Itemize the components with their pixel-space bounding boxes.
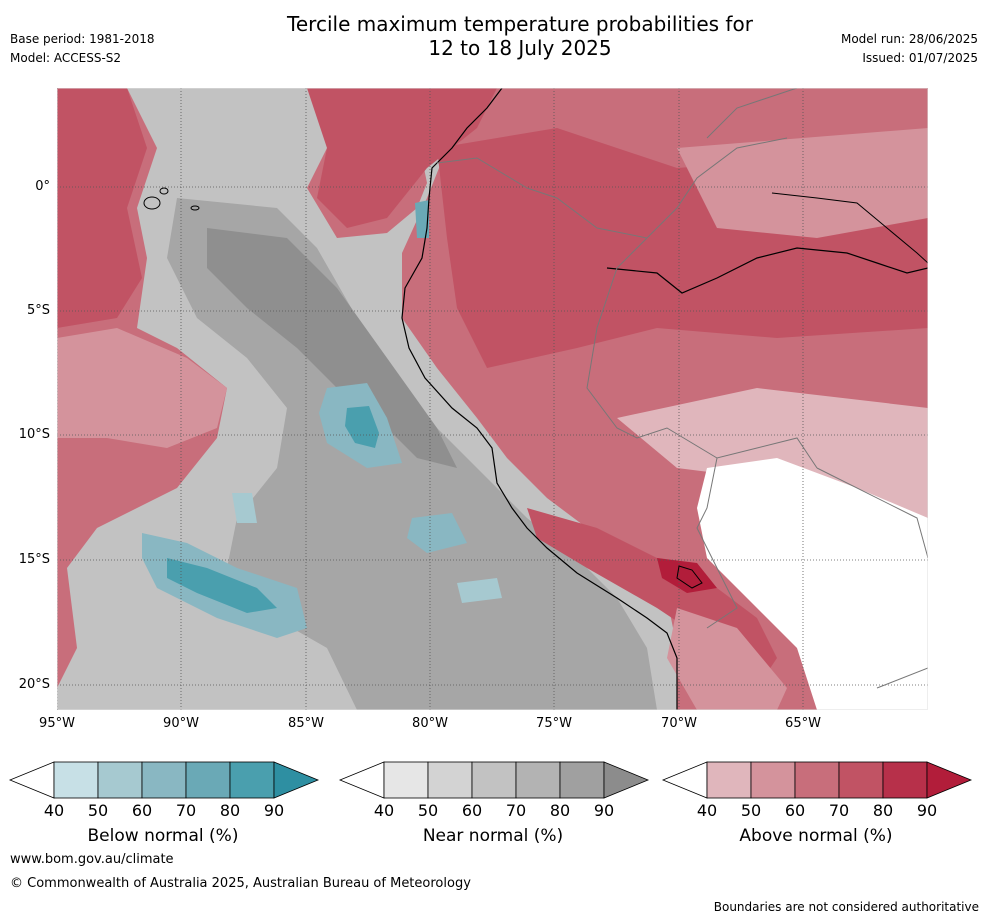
northern-river [771,192,928,264]
lat-label-10s: 10°S [18,427,50,442]
colorbar-above-tick: 60 [784,801,806,820]
colorbar-below-bin-4 [185,761,231,799]
lon-label-75w: 75°W [536,716,572,731]
colorbar-near-tick: 70 [505,801,527,820]
colorbar-near-low-extend [338,761,385,799]
above-normal-west-patch [57,88,147,328]
near-normal-darkest-region [207,228,457,468]
colorbar-below-tick: 60 [131,801,153,820]
galapagos-islands [143,187,200,211]
lake-titicaca [676,565,703,589]
colorbar-below-bin-1 [53,761,99,799]
colorbar-near-tick: 80 [549,801,571,820]
lon-label-90w: 90°W [163,716,199,731]
colorbar-above-tick: 80 [872,801,894,820]
colorbar-near-bin-5 [559,761,605,799]
colorbar-below-bin-3 [141,761,187,799]
colorbar-near-bin-4 [515,761,561,799]
colorbar-above-tick: 90 [916,801,938,820]
colorbar-above-tick: 40 [696,801,718,820]
colorbar-above-bin-2 [750,761,796,799]
colorbar-below-tick: 80 [219,801,241,820]
colorbar-below-low-extend [8,761,55,799]
colorbar-below-bin-2 [97,761,143,799]
colorbar-above-bin-3 [794,761,840,799]
base-period-text: Base period: 1981-2018 [10,32,155,46]
above-normal-northwest-ocean [307,88,497,228]
colorbar-near-bin-1 [383,761,429,799]
colorbar-near-tick: 90 [593,801,615,820]
title-line-1: Tercile maximum temperature probabilitie… [287,12,753,36]
colorbar-near-tick: 40 [373,801,395,820]
lon-label-70w: 70°W [661,716,697,731]
below-normal-patch-southmid [457,578,502,603]
near-normal-colorbar [338,761,650,799]
colorbar-below-tick: 90 [263,801,285,820]
lon-label-95w: 95°W [39,716,75,731]
colorbar-above-tick: 70 [828,801,850,820]
below-normal-label: Below normal (%) [87,826,239,846]
colorbar-near-bin-2 [427,761,473,799]
below-normal-patch-south [407,513,467,553]
lat-label-0: 0° [35,179,50,194]
colorbar-above-high-extend [926,761,973,799]
website-link[interactable]: www.bom.gov.au/climate [10,852,174,867]
country-borders [436,88,928,689]
above-normal-titicaca [657,558,717,593]
below-normal-patch-southwest-core [167,558,277,613]
colorbar-below-tick: 50 [87,801,109,820]
lon-label-85w: 85°W [288,716,324,731]
below-normal-patch-small [232,493,257,523]
colorbar-above-tick: 50 [740,801,762,820]
colorbar-near-tick: 50 [417,801,439,820]
colorbar-near-bin-3 [471,761,517,799]
lat-label-15s: 15°S [18,552,50,567]
colorbar-above-bin-4 [838,761,884,799]
near-normal-label: Near normal (%) [422,826,564,846]
colorbar-near-high-extend [603,761,650,799]
colorbar-below-high-extend [273,761,320,799]
lon-label-65w: 65°W [785,716,821,731]
lon-label-80w: 80°W [412,716,448,731]
above-normal-label: Above normal (%) [739,826,893,846]
above-normal-south-andes [667,608,787,710]
colorbar-above-bin-1 [706,761,752,799]
colorbar-below-tick: 70 [175,801,197,820]
issued-text: Issued: 01/07/2025 [862,51,978,65]
title-line-2: 12 to 18 July 2025 [428,36,612,60]
model-text: Model: ACCESS-S2 [10,51,122,65]
above-normal-west-patch-2 [57,328,227,448]
lat-label-5s: 5°S [26,303,50,318]
below-normal-patch-coast [415,200,429,238]
disclaimer-text: Boundaries are not considered authoritat… [713,900,979,914]
legend-colorbars [8,761,973,799]
below-normal-colorbar [8,761,320,799]
copyright-text: © Commonwealth of Australia 2025, Austra… [10,876,471,891]
lat-gridlines [57,186,928,686]
probability-map [57,88,928,710]
colorbar-near-tick: 60 [461,801,483,820]
no-signal-region [697,458,928,710]
coastline [401,88,678,710]
lat-label-20s: 20°S [18,677,50,692]
colorbar-above-bin-5 [882,761,928,799]
colorbar-below-tick: 40 [43,801,65,820]
above-normal-colorbar [661,761,973,799]
below-normal-patch-central-core [345,406,379,448]
map-title: Tercile maximum temperature probabilitie… [0,12,988,60]
amazon-river [606,247,928,294]
colorbar-below-bin-5 [229,761,275,799]
colorbar-above-low-extend [661,761,708,799]
model-run-text: Model run: 28/06/2025 [840,32,978,46]
